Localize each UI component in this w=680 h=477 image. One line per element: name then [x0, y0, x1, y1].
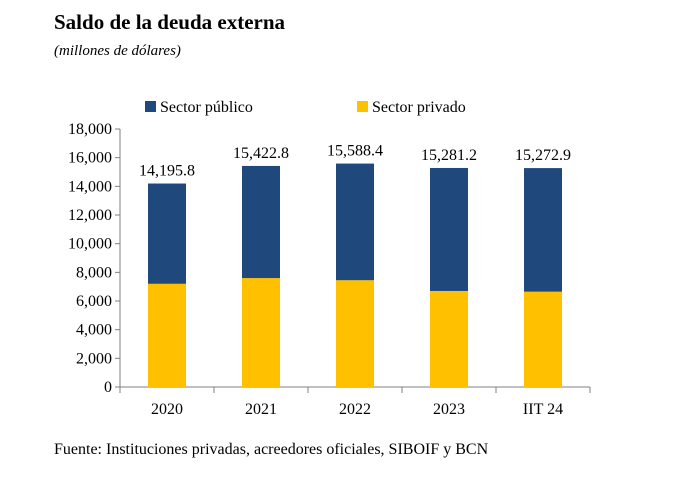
y-tick-label: 6,000: [76, 293, 112, 310]
bar-sector-privado: [242, 278, 280, 387]
y-tick-label: 0: [104, 379, 112, 396]
bar-sector-privado: [524, 291, 562, 387]
bar-sector-p-blico: [242, 165, 280, 279]
total-data-label: 14,195.8: [139, 163, 195, 180]
bar-sector-privado: [148, 283, 186, 387]
legend-label-sector-privado: Sector privado: [372, 99, 466, 116]
y-tick-label: 8,000: [76, 264, 112, 281]
bar-sector-p-blico: [430, 167, 468, 291]
bars: [148, 163, 562, 387]
total-data-label: 15,422.8: [233, 145, 289, 162]
y-tick-label: 10,000: [68, 236, 112, 253]
total-data-label: 15,281.2: [421, 147, 477, 164]
bar-sector-p-blico: [524, 168, 562, 292]
x-tick-label: 2021: [245, 401, 277, 418]
y-tick-label: 12,000: [68, 207, 112, 224]
y-tick-label: 2,000: [76, 350, 112, 367]
legend-swatch-sector-privado: [357, 101, 368, 112]
chart-subtitle: (millones de dólares): [54, 43, 181, 59]
x-tick-label: IIT 24: [523, 401, 563, 418]
axes: 0 2,000 4,000 6,000 8,000 10,000 12,000 14,000 1…: [68, 121, 591, 418]
bar-sector-p-blico: [148, 183, 186, 284]
y-tick-label: 18,000: [68, 121, 112, 138]
x-tick-label: 2020: [151, 401, 183, 418]
legend: Sector público Sector privado: [145, 99, 466, 116]
bar-sector-privado: [430, 290, 468, 387]
chart-title: Saldo de la deuda externa: [54, 10, 286, 34]
x-tick-label: 2023: [433, 401, 465, 418]
bar-sector-privado: [336, 280, 374, 387]
y-tick-label: 14,000: [68, 178, 112, 195]
x-tick-label: 2022: [339, 401, 371, 418]
total-data-label: 15,272.9: [515, 147, 571, 164]
total-data-label: 15,588.4: [327, 143, 383, 160]
legend-label-sector-p-blico: Sector público: [160, 99, 253, 116]
bar-sector-p-blico: [336, 163, 374, 281]
legend-swatch-sector-p-blico: [145, 101, 156, 112]
y-tick-label: 4,000: [76, 322, 112, 339]
chart-source: Fuente: Instituciones privadas, acreedor…: [54, 441, 489, 458]
data-labels: 14,195.8 15,422.8 15,588.4 15,281.2 15,272.9: [139, 143, 571, 180]
y-tick-label: 16,000: [68, 150, 112, 167]
